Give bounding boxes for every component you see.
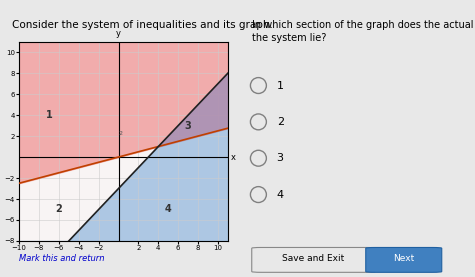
Text: 4: 4 [276, 189, 284, 199]
Text: 1: 1 [276, 81, 284, 91]
FancyBboxPatch shape [252, 247, 375, 272]
Text: 4: 4 [165, 204, 171, 214]
Text: y: y [116, 29, 121, 39]
Text: 2: 2 [56, 204, 62, 214]
Text: 1: 1 [46, 110, 52, 120]
Text: 3: 3 [276, 153, 284, 163]
FancyBboxPatch shape [366, 247, 442, 272]
Text: x: x [231, 153, 236, 161]
Text: y ≤ x - 3: y ≤ x - 3 [62, 88, 110, 98]
Text: Mark this and return: Mark this and return [19, 255, 104, 263]
Text: 2: 2 [276, 117, 284, 127]
Text: Save and Exit: Save and Exit [282, 255, 345, 263]
Text: In which section of the graph does the actual solution to
the system lie?: In which section of the graph does the a… [252, 20, 475, 43]
Text: y ≥ x/4: y ≥ x/4 [62, 58, 102, 68]
Text: 2: 2 [118, 131, 122, 136]
Text: Next: Next [393, 255, 414, 263]
Text: Consider the system of inequalities and its graph.: Consider the system of inequalities and … [12, 20, 273, 30]
Text: 3: 3 [185, 120, 191, 130]
